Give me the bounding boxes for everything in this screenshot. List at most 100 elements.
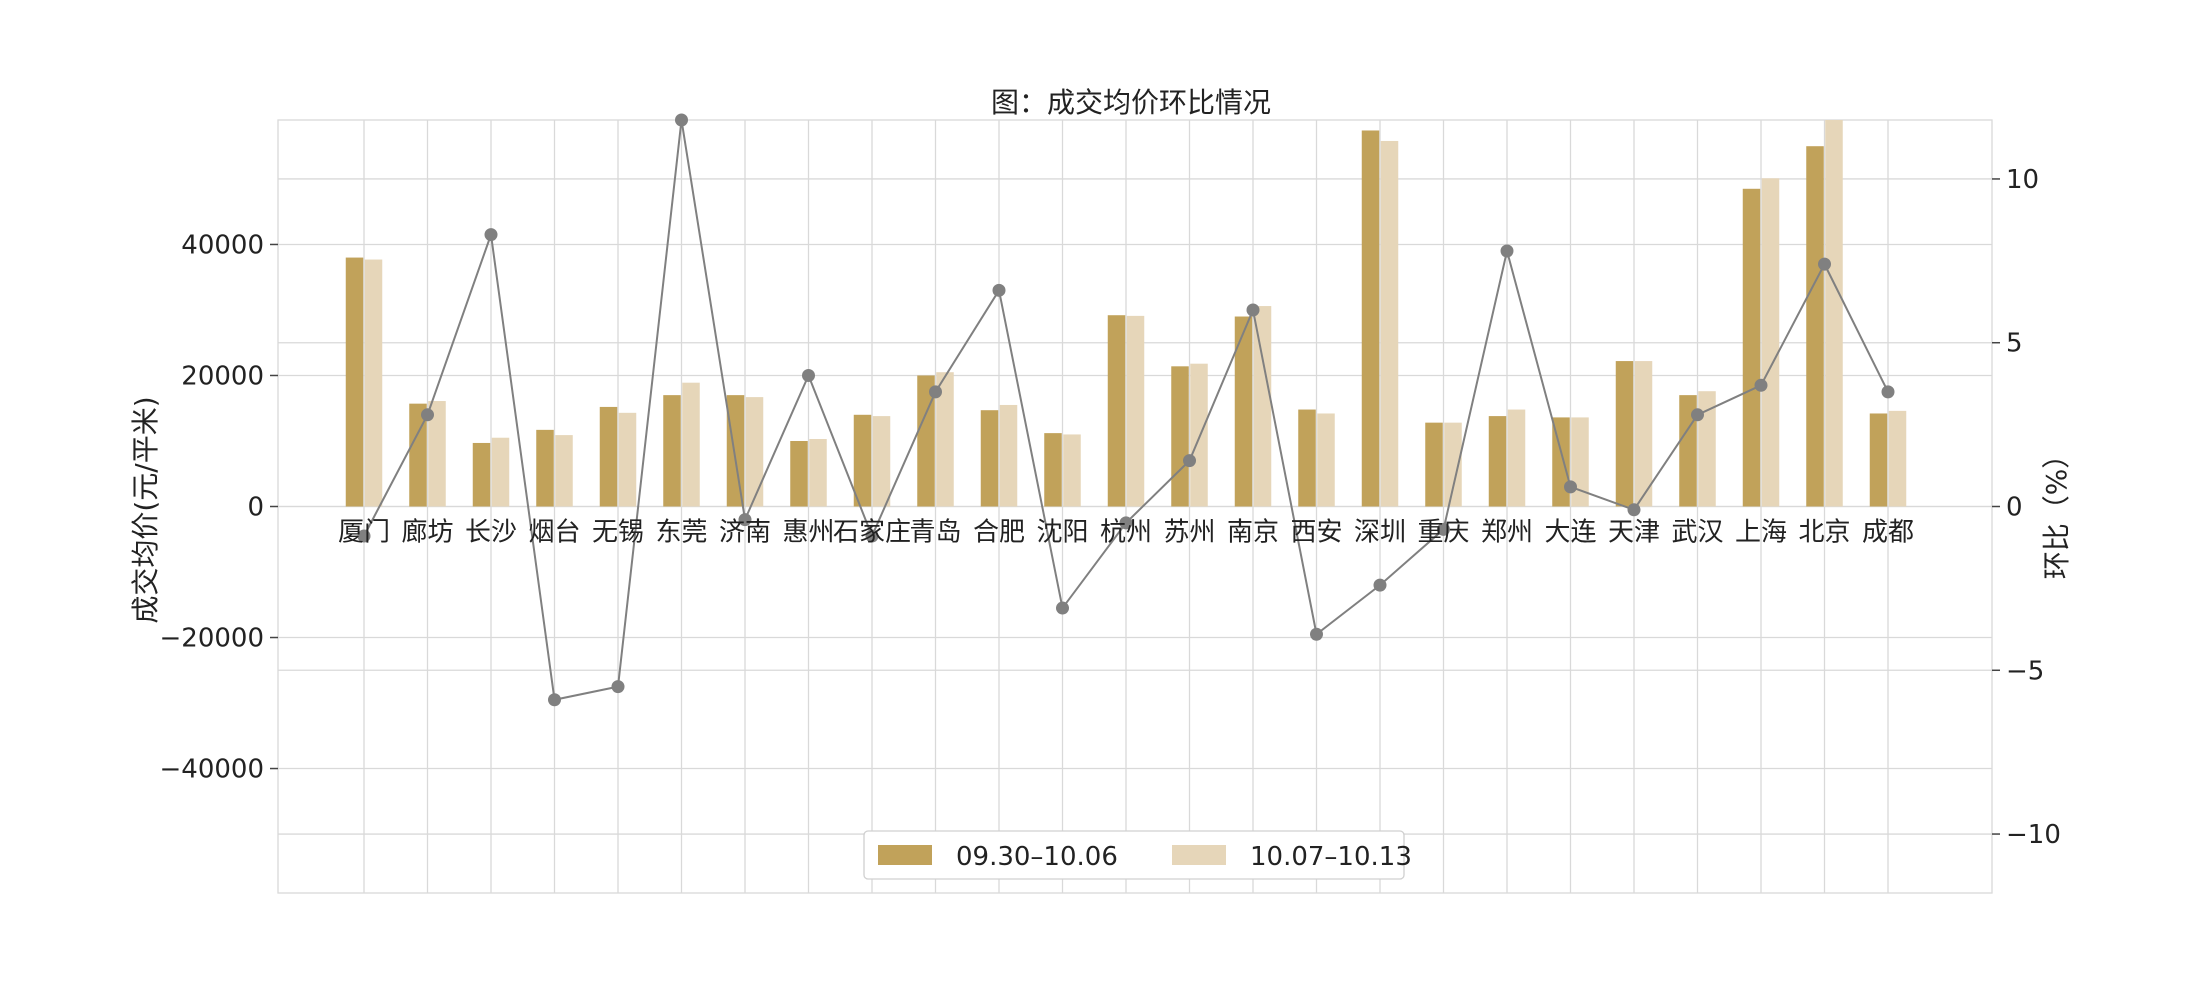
category-labels: 厦门 廊坊 长沙 烟台 无锡 东莞 济南 惠州石家庄青岛 合肥 沈阳 杭州 苏州 南京 西安 深圳 重庆 郑州大… <box>338 518 1914 548</box>
x-tick-label: 济南 <box>719 518 771 548</box>
legend-box <box>863 830 1405 880</box>
bar-series-2-烟台 <box>555 435 573 507</box>
bar-series-2-天津 <box>1634 361 1653 507</box>
x-tick-label: 深圳 <box>1354 518 1406 548</box>
x-tick-label: 北京 <box>1798 518 1850 548</box>
grid-layer <box>277 119 1993 894</box>
bar-series-2-武汉 <box>1698 391 1716 507</box>
bar-series-1-南京 <box>1234 316 1253 507</box>
x-tick-label: 天津 <box>1608 518 1660 548</box>
bar-series-1-杭州 <box>1107 315 1126 507</box>
bar-series-1-惠州 <box>790 440 808 507</box>
line-point-沈阳 <box>1056 601 1069 615</box>
line-point-长沙 <box>484 228 498 242</box>
bar-series-2-惠州 <box>809 439 827 507</box>
line-point-无锡 <box>611 680 625 694</box>
bar-series-1-成都 <box>1869 413 1888 507</box>
x-tick-label: 南京 <box>1227 518 1279 548</box>
legend-label-series-2: 10.07–10.13 <box>1250 842 1412 872</box>
bar-series-1-郑州 <box>1488 416 1507 507</box>
line-point-廊坊 <box>421 408 434 422</box>
line-point-北京 <box>1818 257 1831 271</box>
line-point-合肥 <box>992 283 1006 297</box>
bar-series-1-厦门 <box>345 257 364 507</box>
bar-series-2-郑州 <box>1507 409 1526 507</box>
bar-series-1-苏州 <box>1171 366 1189 507</box>
right-tick-label: −5 <box>2006 656 2044 686</box>
line-point-深圳 <box>1373 578 1387 592</box>
bar-layer <box>345 120 1907 507</box>
bar-series-1-无锡 <box>599 406 618 507</box>
bar-series-2-重庆 <box>1444 422 1462 507</box>
x-tick-label: 长沙 <box>465 518 517 548</box>
line-point-大连 <box>1564 480 1577 494</box>
right-tick-label: 10 <box>2006 165 2039 195</box>
left-y-axis: −40000 −20000 0 20000 40000 <box>160 230 278 785</box>
line-point-济南 <box>738 513 752 527</box>
bar-series-1-沈阳 <box>1044 433 1062 507</box>
bar-series-2-石家庄 <box>872 416 891 507</box>
line-point-惠州 <box>802 368 815 382</box>
x-tick-label: 郑州 <box>1481 518 1533 548</box>
right-tick-label: 5 <box>2006 329 2023 359</box>
x-tick-label: 青岛 <box>909 518 961 548</box>
bar-series-2-东莞 <box>682 382 700 507</box>
line-point-青岛 <box>929 385 942 399</box>
bar-series-1-烟台 <box>536 429 554 507</box>
bar-series-2-苏州 <box>1190 363 1208 507</box>
bar-series-1-深圳 <box>1361 130 1380 507</box>
right-tick-label: −10 <box>2006 820 2061 850</box>
x-tick-label: 西安 <box>1290 518 1342 548</box>
bar-series-2-廊坊 <box>428 401 446 507</box>
line-point-石家庄 <box>865 529 879 543</box>
x-tick-label: 重庆 <box>1417 518 1469 548</box>
line-point-杭州 <box>1119 516 1133 530</box>
bar-series-1-长沙 <box>472 442 491 507</box>
legend: 09.30–10.06 10.07–10.13 <box>863 830 1412 880</box>
x-tick-label: 无锡 <box>592 518 644 548</box>
chart-title: 图：成交均价环比情况 <box>991 86 1271 119</box>
x-tick-label: 上海 <box>1735 518 1787 548</box>
bar-series-2-厦门 <box>364 259 383 507</box>
x-tick-label: 苏州 <box>1163 518 1215 548</box>
bar-series-1-重庆 <box>1425 422 1443 507</box>
bar-series-1-上海 <box>1742 188 1761 507</box>
right-y-axis: −10 −5 0 5 10 <box>1992 165 2061 850</box>
line-point-西安 <box>1310 627 1323 641</box>
x-tick-label: 石家庄 <box>833 518 911 548</box>
x-tick-label: 烟台 <box>528 518 580 548</box>
x-tick-label: 合肥 <box>973 518 1025 548</box>
right-tick-label: 0 <box>2006 493 2023 523</box>
bar-series-2-长沙 <box>491 437 510 507</box>
line-point-烟台 <box>548 693 561 707</box>
x-tick-label: 东莞 <box>655 518 707 548</box>
left-tick-label: −40000 <box>160 755 265 785</box>
x-tick-label: 杭州 <box>1100 518 1152 548</box>
x-tick-label: 成都 <box>1862 518 1914 548</box>
x-tick-label: 大连 <box>1544 518 1596 548</box>
line-layer <box>357 113 1895 707</box>
line-point-上海 <box>1754 378 1768 392</box>
bar-series-2-成都 <box>1888 410 1907 507</box>
left-tick-label: 0 <box>247 493 264 523</box>
bar-series-2-上海 <box>1761 178 1780 507</box>
bar-series-2-西安 <box>1317 413 1335 507</box>
bar-series-2-北京 <box>1825 120 1843 507</box>
line-point-苏州 <box>1183 454 1196 468</box>
bar-series-2-无锡 <box>618 412 637 507</box>
line-point-南京 <box>1246 303 1260 317</box>
line-point-成都 <box>1881 385 1895 399</box>
legend-swatch-series-1 <box>878 845 932 865</box>
bar-series-2-合肥 <box>999 404 1018 507</box>
bar-series-1-廊坊 <box>409 403 427 507</box>
line-point-重庆 <box>1437 522 1450 536</box>
left-axis-title: 成交均价(元/平米) <box>129 396 162 623</box>
line-point-武汉 <box>1691 408 1704 422</box>
line-point-厦门 <box>357 529 371 543</box>
bar-series-1-北京 <box>1806 146 1824 507</box>
x-tick-label: 厦门 <box>338 518 390 548</box>
line-point-天津 <box>1627 503 1641 517</box>
bar-series-1-天津 <box>1615 361 1634 507</box>
